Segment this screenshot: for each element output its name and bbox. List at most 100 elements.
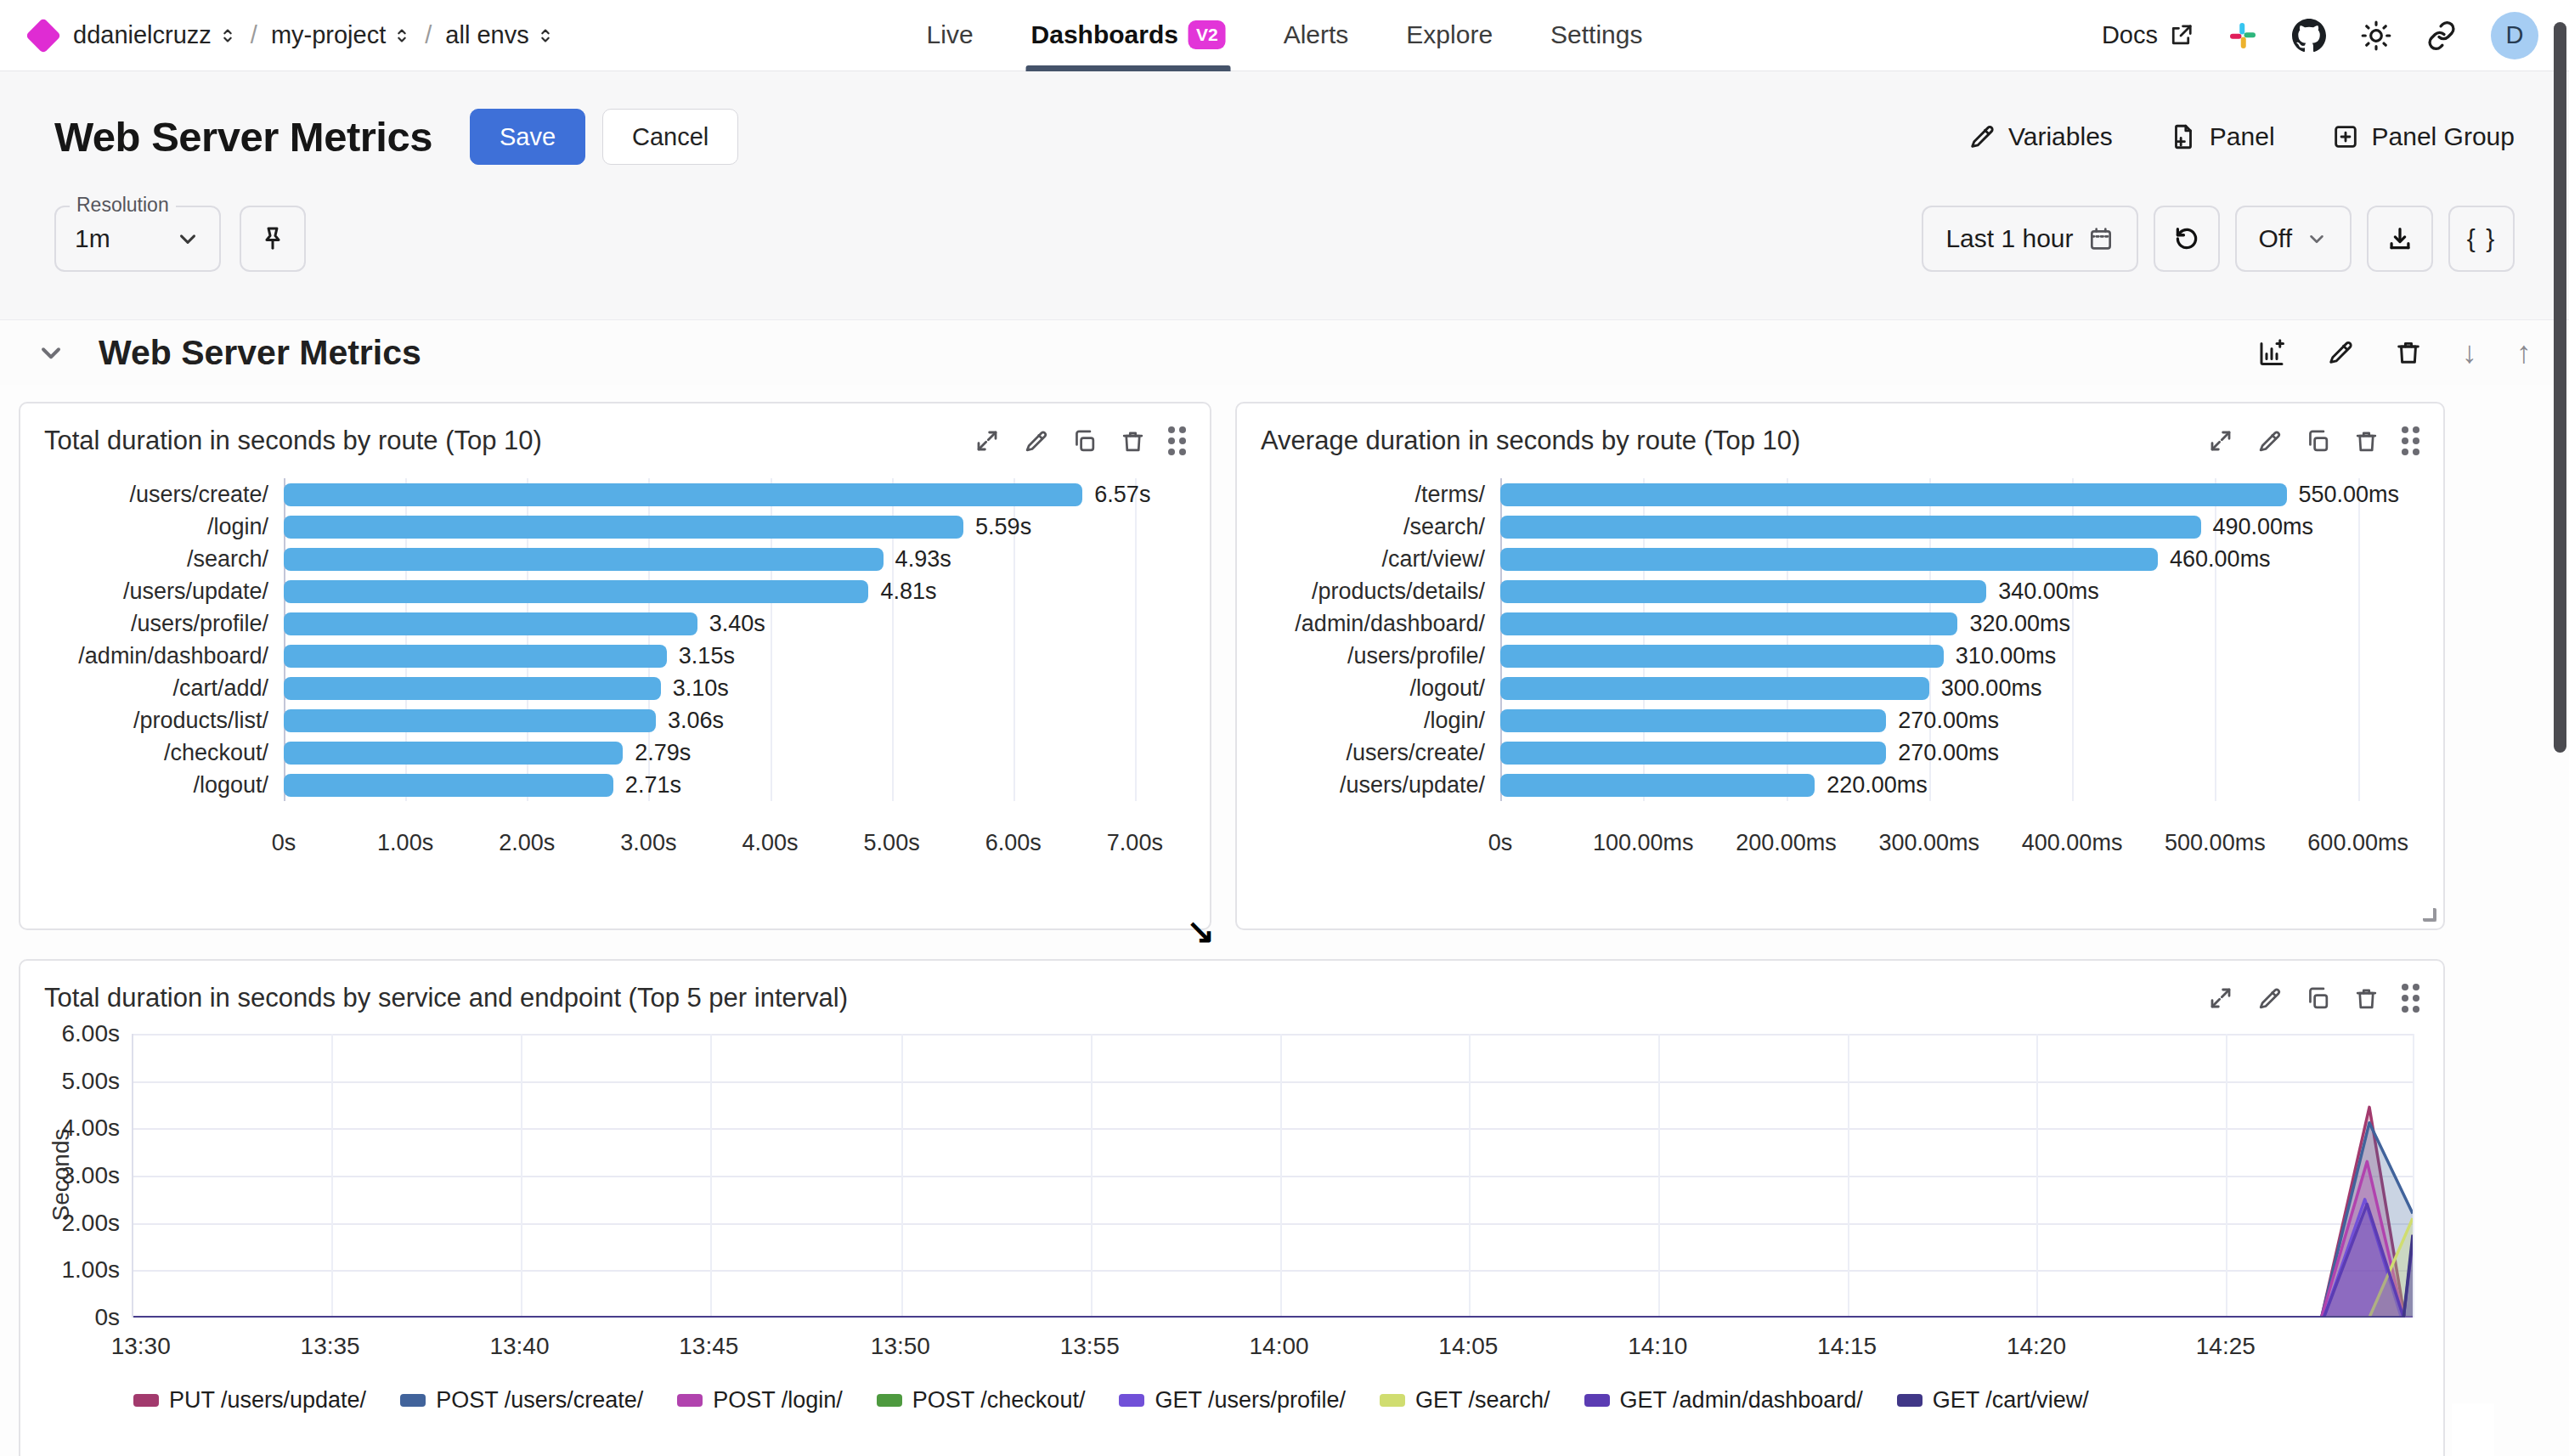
pencil-icon (1968, 122, 1996, 151)
drag-handle-icon[interactable] (1168, 426, 1186, 455)
share-link-icon[interactable] (2426, 20, 2457, 51)
json-view-button[interactable]: { } (2448, 206, 2515, 272)
x-axis-tick: 300.00ms (1879, 830, 1980, 856)
bar (1500, 774, 1815, 797)
breadcrumb-org[interactable]: ddanielcruzz (73, 21, 237, 49)
legend-item[interactable]: GET /users/profile/ (1119, 1387, 1346, 1414)
bar-row: /cart/view/460.00ms (1257, 543, 2419, 575)
legend-item[interactable]: POST /checkout/ (877, 1387, 1086, 1414)
x-axis-tick: 600.00ms (2307, 830, 2408, 856)
theme-toggle-icon[interactable] (2360, 20, 2392, 52)
bar (284, 774, 613, 797)
docs-link[interactable]: Docs (2102, 21, 2194, 49)
bar (1500, 612, 1957, 635)
breadcrumb-project-label: my-project (271, 21, 386, 49)
copy-panel-icon[interactable] (2305, 428, 2331, 454)
bar-value-label: 3.06s (668, 708, 724, 734)
drag-handle-icon[interactable] (2402, 426, 2419, 455)
tab-explore[interactable]: Explore (1401, 20, 1498, 71)
legend-label: POST /login/ (713, 1387, 843, 1414)
bar-row: /users/create/6.57s (41, 478, 1186, 511)
pin-resolution-button[interactable] (240, 206, 306, 272)
variables-button[interactable]: Variables (1968, 122, 2113, 151)
slack-icon[interactable] (2227, 20, 2258, 51)
legend-item[interactable]: POST /login/ (677, 1387, 843, 1414)
refresh-button[interactable] (2154, 206, 2220, 272)
bar-value-label: 220.00ms (1827, 772, 1928, 799)
copy-panel-icon[interactable] (1071, 428, 1098, 454)
timeseries-svg (133, 1034, 2413, 1318)
legend-item[interactable]: GET /search/ (1380, 1387, 1550, 1414)
y-axis-tick: 6.00s (62, 1020, 121, 1047)
resize-handle[interactable] (2423, 908, 2436, 922)
breadcrumb-project[interactable]: my-project (271, 21, 411, 49)
github-icon[interactable] (2292, 19, 2326, 53)
cancel-button[interactable]: Cancel (602, 109, 738, 165)
x-axis-tick: 6.00s (985, 830, 1042, 856)
resolution-label: Resolution (70, 194, 176, 217)
delete-panel-icon[interactable] (2353, 985, 2380, 1012)
auto-refresh-select[interactable]: Off (2235, 206, 2352, 272)
bar (1500, 580, 1986, 603)
time-range-label: Last 1 hour (1945, 224, 2073, 253)
legend-item[interactable]: GET /cart/view/ (1897, 1387, 2089, 1414)
bar-value-label: 340.00ms (1998, 578, 2099, 605)
y-axis-tick: 1.00s (62, 1256, 121, 1284)
panel-title: Average duration in seconds by route (To… (1261, 426, 1800, 456)
move-up-icon[interactable]: ↑ (2516, 335, 2532, 370)
download-button[interactable] (2367, 206, 2433, 272)
tab-dashboards[interactable]: Dashboards V2 (1026, 20, 1231, 71)
scroll-corner (2452, 1403, 2494, 1456)
timeseries-chart: Seconds 6.00s5.00s4.00s3.00s2.00s1.00s0s… (20, 1034, 2443, 1414)
expand-panel-icon[interactable] (2207, 985, 2234, 1012)
breadcrumb-separator: / (425, 21, 432, 49)
expand-panel-icon[interactable] (974, 427, 1001, 454)
bar-row: /users/update/4.81s (41, 575, 1186, 607)
time-range-picker[interactable]: Last 1 hour (1922, 206, 2137, 272)
edit-section-icon[interactable] (2326, 338, 2355, 367)
legend-item[interactable]: PUT /users/update/ (133, 1387, 366, 1414)
bar-value-label: 490.00ms (2213, 514, 2314, 540)
x-axis-tick: 14:05 (1438, 1333, 1498, 1360)
delete-section-icon[interactable] (2394, 338, 2423, 367)
edit-panel-icon[interactable] (1023, 428, 1049, 454)
bar (1500, 677, 1929, 700)
expand-panel-icon[interactable] (2207, 427, 2234, 454)
vertical-scrollbar-thumb[interactable] (2554, 22, 2566, 753)
legend-item[interactable]: GET /admin/dashboard/ (1584, 1387, 1863, 1414)
resize-handle[interactable]: ↘ (1186, 911, 1215, 951)
resolution-select[interactable]: Resolution 1m (54, 206, 221, 272)
edit-panel-icon[interactable] (2256, 985, 2283, 1012)
bar-row: /users/profile/3.40s (41, 607, 1186, 640)
legend-swatch (400, 1394, 426, 1407)
pin-icon (258, 224, 287, 253)
breadcrumb-env[interactable]: all envs (445, 21, 554, 49)
tab-alerts[interactable]: Alerts (1279, 20, 1354, 71)
add-panel-group-button[interactable]: Panel Group (2331, 122, 2515, 151)
edit-panel-icon[interactable] (2256, 428, 2283, 454)
x-axis-tick: 3.00s (620, 830, 676, 856)
x-axis-tick: 13:45 (679, 1333, 738, 1360)
legend-swatch (1380, 1394, 1405, 1407)
bar-row: /cart/add/3.10s (41, 672, 1186, 704)
download-icon (2386, 224, 2414, 253)
tab-live[interactable]: Live (922, 20, 979, 71)
drag-handle-icon[interactable] (2402, 984, 2419, 1013)
copy-panel-icon[interactable] (2305, 985, 2331, 1012)
bar-row: /admin/dashboard/3.15s (41, 640, 1186, 672)
panel-duration-by-service-endpoint: Total duration in seconds by service and… (19, 959, 2445, 1456)
app-logo-icon[interactable] (25, 17, 61, 53)
collapse-chevron-icon[interactable] (36, 337, 66, 368)
move-down-icon[interactable]: ↓ (2462, 335, 2477, 370)
delete-panel-icon[interactable] (1120, 428, 1146, 454)
user-avatar[interactable]: D (2491, 12, 2538, 59)
refresh-icon (2172, 224, 2201, 253)
tab-settings[interactable]: Settings (1545, 20, 1647, 71)
delete-panel-icon[interactable] (2353, 428, 2380, 454)
add-panel-button[interactable]: Panel (2169, 122, 2275, 151)
dashboard-section: Web Server Metrics ↓ ↑ Total duration in… (0, 319, 2569, 1456)
bar-category-label: /users/profile/ (41, 611, 284, 637)
add-chart-icon[interactable] (2256, 337, 2287, 368)
save-button[interactable]: Save (470, 109, 585, 165)
legend-item[interactable]: POST /users/create/ (400, 1387, 643, 1414)
